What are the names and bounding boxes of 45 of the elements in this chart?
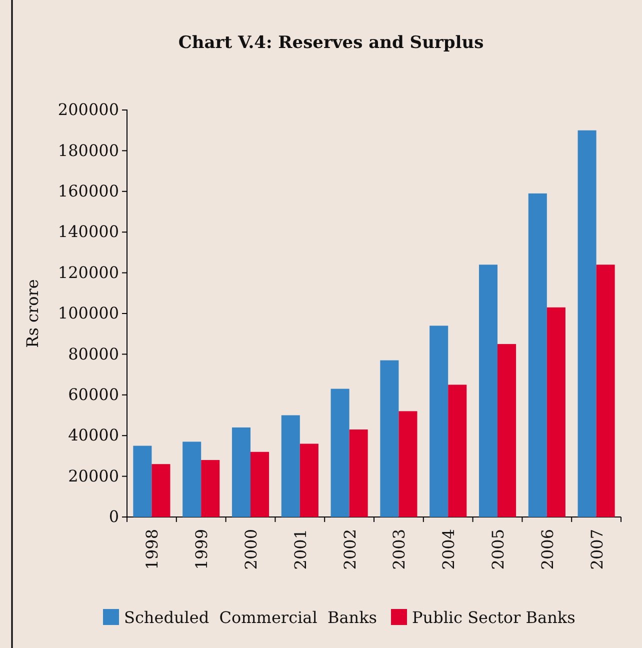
bar bbox=[398, 411, 418, 517]
y-axis-title: Rs crore bbox=[23, 279, 42, 348]
y-tick-label: 120000 bbox=[58, 262, 119, 282]
bar bbox=[201, 460, 220, 517]
y-tick-label: 80000 bbox=[68, 344, 119, 364]
bar bbox=[349, 429, 368, 517]
bar bbox=[152, 464, 170, 517]
x-tick-label: 2005 bbox=[488, 529, 508, 570]
x-tick-label: 2002 bbox=[340, 529, 360, 570]
legend-label: Scheduled Commercial Banks bbox=[124, 608, 377, 627]
bar bbox=[448, 384, 467, 517]
x-tick-label: 2006 bbox=[538, 529, 557, 570]
bar bbox=[578, 130, 596, 517]
chart-title: Chart V.4: Reserves and Surplus bbox=[178, 33, 484, 53]
y-tick-label: 140000 bbox=[58, 222, 119, 242]
x-tick-label: 1998 bbox=[142, 529, 162, 570]
bar bbox=[380, 360, 399, 517]
x-tick-label: 2000 bbox=[242, 529, 260, 570]
x-tick-label: 2007 bbox=[587, 529, 606, 570]
y-tick-label: 200000 bbox=[58, 100, 119, 120]
y-tick-label: 20000 bbox=[68, 466, 119, 486]
x-tick-label: 2001 bbox=[290, 529, 310, 570]
bar bbox=[300, 444, 318, 517]
x-tick-label: 1999 bbox=[192, 529, 212, 570]
bar bbox=[281, 415, 300, 517]
bar bbox=[430, 326, 448, 517]
x-tick-label: 2004 bbox=[439, 529, 458, 570]
bar bbox=[182, 442, 202, 517]
y-tick-label: 100000 bbox=[58, 304, 119, 323]
y-tick-label: 0 bbox=[108, 507, 119, 526]
legend-label: Public Sector Banks bbox=[412, 608, 576, 627]
x-tick-label: 2003 bbox=[390, 529, 409, 570]
bar bbox=[498, 344, 516, 517]
y-tick-label: 180000 bbox=[58, 140, 119, 160]
bar bbox=[528, 193, 547, 517]
y-tick-label: 160000 bbox=[58, 182, 119, 201]
bar bbox=[330, 388, 350, 517]
bar bbox=[250, 452, 270, 517]
bar bbox=[133, 446, 152, 517]
y-tick-label: 40000 bbox=[68, 426, 119, 445]
bar bbox=[478, 264, 498, 517]
bar bbox=[546, 307, 566, 517]
bar bbox=[232, 427, 250, 517]
y-tick-label: 60000 bbox=[68, 385, 119, 404]
bar bbox=[596, 264, 615, 517]
